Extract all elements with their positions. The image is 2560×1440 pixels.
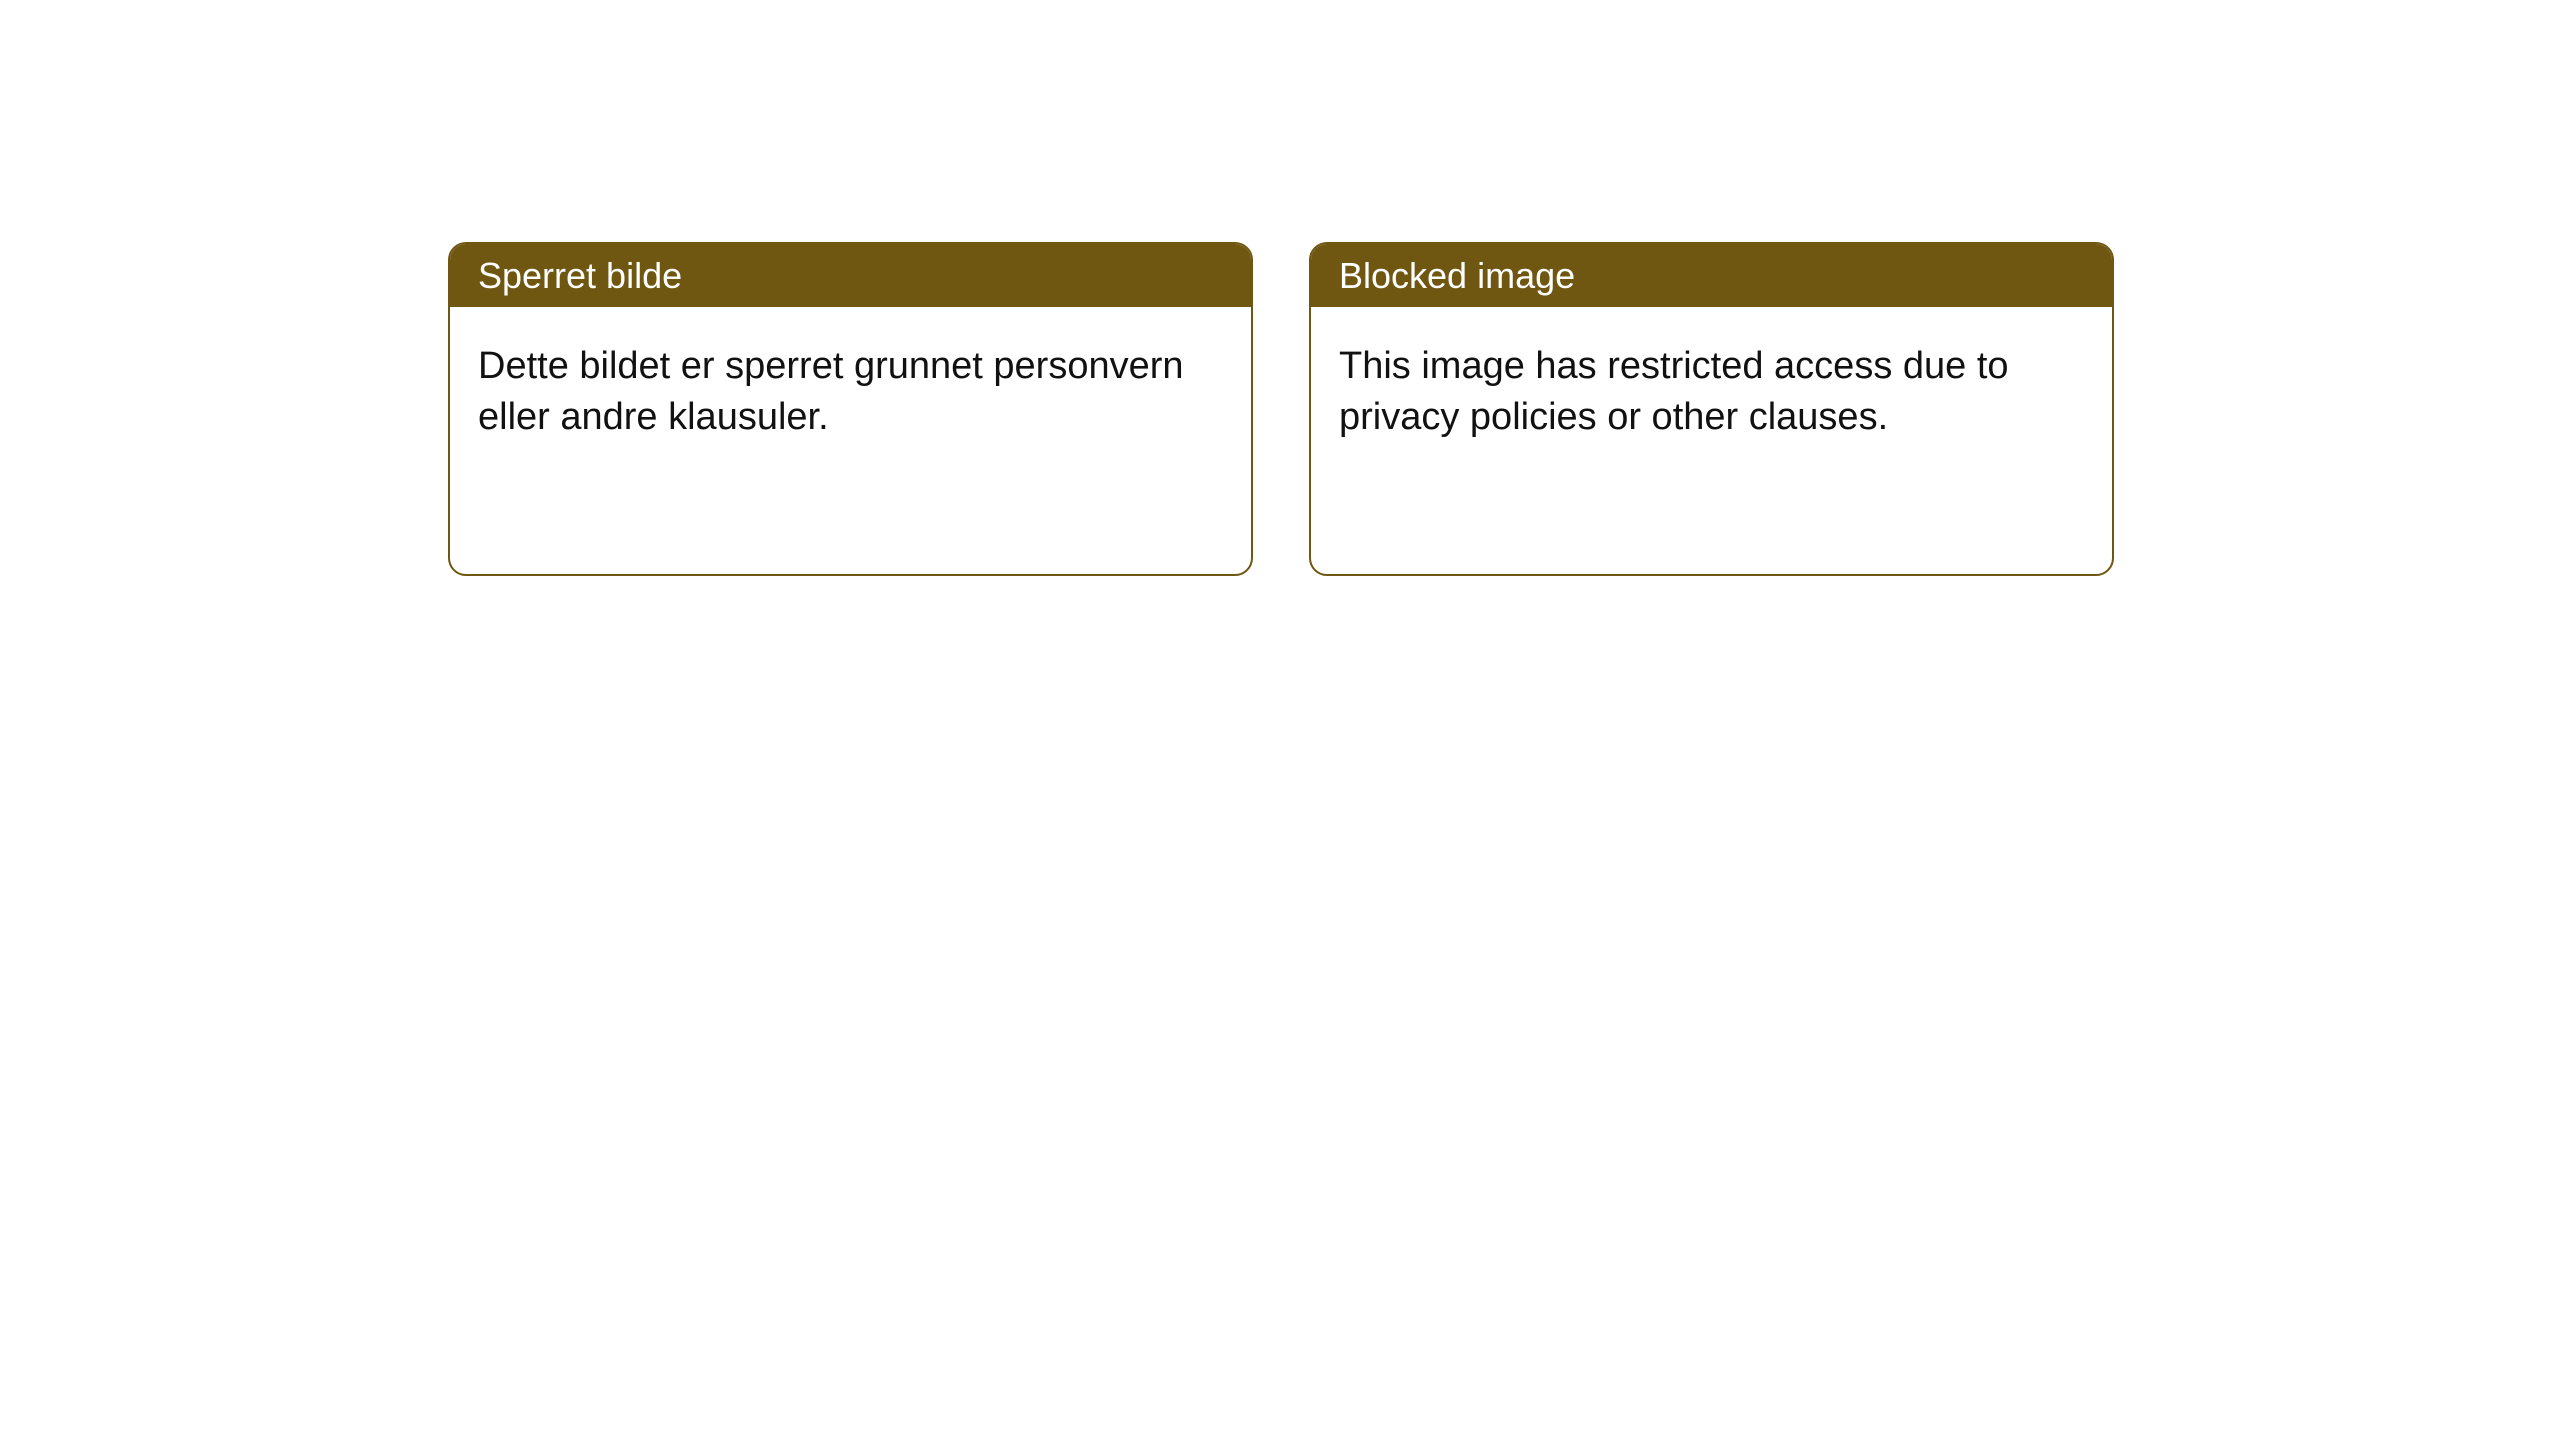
notice-title-norwegian: Sperret bilde [450, 244, 1251, 307]
notice-body-norwegian: Dette bildet er sperret grunnet personve… [450, 307, 1251, 478]
notice-card-english: Blocked image This image has restricted … [1309, 242, 2114, 576]
notice-body-english: This image has restricted access due to … [1311, 307, 2112, 478]
notice-title-english: Blocked image [1311, 244, 2112, 307]
notice-card-norwegian: Sperret bilde Dette bildet er sperret gr… [448, 242, 1253, 576]
notice-container: Sperret bilde Dette bildet er sperret gr… [0, 0, 2560, 576]
